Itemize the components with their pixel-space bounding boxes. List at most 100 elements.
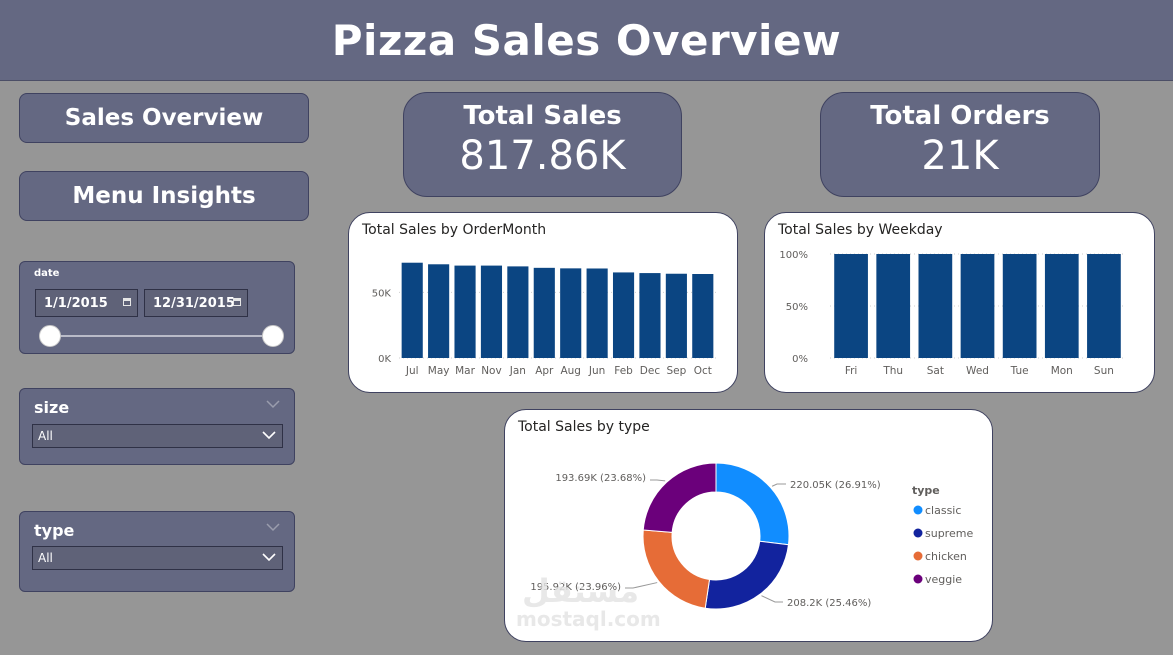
chart-title: Total Sales by Weekday <box>778 222 943 238</box>
legend-marker <box>913 528 923 538</box>
donut-slice-classic <box>715 462 790 546</box>
header-bar: Pizza Sales Overview <box>0 0 1173 81</box>
data-label: 193.69K (23.68%) <box>555 473 646 484</box>
sales-by-weekday-card: Total Sales by Weekday 0% 50% 100% Fri Thu Sa… <box>764 212 1155 393</box>
bar <box>586 268 608 358</box>
x-tick-label: Mon <box>1051 365 1073 377</box>
x-tick-label: Jul <box>405 365 419 377</box>
bar <box>960 254 995 358</box>
sales-by-month-chart: 0K 50K Jul May Mar Nov Jan Apr Aug Jun Feb Dec Sep Oc… <box>372 262 716 377</box>
bar <box>918 254 953 358</box>
size-slicer: size All <box>19 388 295 465</box>
bar <box>454 265 476 358</box>
x-tick-label: Sun <box>1094 365 1114 377</box>
end-date-input[interactable]: 12/31/2015 <box>144 289 248 317</box>
calendar-icon[interactable] <box>233 298 241 306</box>
date-range-track[interactable] <box>50 335 272 337</box>
legend-item: veggie <box>925 573 962 586</box>
size-selected-value: All <box>38 429 53 443</box>
chart-title: Total Sales by type <box>518 419 650 435</box>
bar <box>665 273 687 358</box>
chart-title: Total Sales by OrderMonth <box>362 222 547 238</box>
data-label: 208.2K (25.46%) <box>787 598 871 609</box>
page-title: Pizza Sales Overview <box>331 15 842 65</box>
y-tick-label: 50K <box>372 288 392 299</box>
total-sales-card: Total Sales 817.86K <box>403 92 682 197</box>
type-slicer: type All <box>19 511 295 592</box>
legend-title: type <box>912 484 940 497</box>
total-orders-label: Total Orders <box>870 101 1050 131</box>
data-label: 220.05K (26.91%) <box>790 480 881 491</box>
bar <box>480 265 503 358</box>
bar <box>401 262 423 358</box>
legend-marker <box>913 551 923 561</box>
donut-slice-veggie <box>642 462 717 533</box>
sales-by-type-card: Total Sales by type 220.05K (26.91%) 208.… <box>504 409 993 642</box>
bar <box>834 254 868 358</box>
x-tick-label: Aug <box>560 365 581 377</box>
x-tick-label: Wed <box>966 365 989 377</box>
x-tick-label: Sep <box>666 365 686 377</box>
size-slicer-label: size <box>34 398 70 417</box>
bar <box>692 274 714 358</box>
total-sales-label: Total Sales <box>463 101 622 131</box>
x-tick-label: Thu <box>882 365 903 377</box>
x-tick-label: Dec <box>640 365 661 377</box>
bar <box>612 272 635 358</box>
y-tick-label: 0% <box>792 354 808 365</box>
total-sales-value: 817.86K <box>459 133 626 179</box>
y-tick-label: 50% <box>786 302 808 313</box>
y-tick-label: 100% <box>779 250 808 261</box>
bar <box>533 267 555 358</box>
start-date-value: 1/1/2015 <box>44 295 108 311</box>
legend-marker <box>913 505 923 515</box>
bar <box>1002 254 1037 358</box>
bar <box>428 264 450 358</box>
total-orders-value: 21K <box>921 133 999 179</box>
end-date-value: 12/31/2015 <box>153 295 235 311</box>
legend-item: classic <box>925 504 961 517</box>
y-tick-label: 0K <box>378 354 391 365</box>
bar <box>1044 254 1079 358</box>
data-label: 195.92K (23.96%) <box>530 582 621 593</box>
x-tick-label: Nov <box>481 365 502 377</box>
date-slicer-label: date <box>34 268 60 279</box>
chevron-down-icon[interactable] <box>262 550 276 564</box>
watermark: مستقل mostaql.com <box>516 575 661 631</box>
menu-insights-button[interactable]: Menu Insights <box>19 171 309 221</box>
bar <box>507 266 529 358</box>
sales-by-type-chart: 220.05K (26.91%) 208.2K (25.46%) 195.92K (… <box>530 462 973 610</box>
size-dropdown[interactable]: All <box>32 424 283 448</box>
legend-marker <box>913 574 923 584</box>
leader-line <box>761 595 783 603</box>
date-range-end-handle[interactable] <box>262 325 284 347</box>
leader-line <box>650 479 666 482</box>
x-tick-label: Mar <box>455 365 475 377</box>
watermark-arabic: مستقل <box>522 572 640 610</box>
chevron-down-icon <box>266 400 280 409</box>
x-tick-label: Jan <box>509 365 526 377</box>
x-tick-label: Fri <box>845 365 858 377</box>
date-slicer: date 1/1/2015 12/31/2015 <box>19 261 295 354</box>
start-date-input[interactable]: 1/1/2015 <box>35 289 138 317</box>
sales-by-month-card: Total Sales by OrderMonth 0K 50K Jul May Mar… <box>348 212 738 393</box>
sales-overview-button[interactable]: Sales Overview <box>19 93 309 143</box>
sales-by-weekday-chart: 0% 50% 100% Fri Thu Sat Wed Tue Mon Sun <box>779 250 1125 377</box>
chevron-down-icon[interactable] <box>262 428 276 442</box>
legend-item: chicken <box>925 550 967 563</box>
leader-line <box>625 582 658 589</box>
legend-item: supreme <box>925 527 973 540</box>
x-tick-label: Tue <box>1010 365 1029 377</box>
x-tick-label: Sat <box>927 365 944 377</box>
total-orders-card: Total Orders 21K <box>820 92 1100 197</box>
bar <box>1087 254 1121 358</box>
bar <box>876 254 911 358</box>
donut-slice-supreme <box>704 540 790 610</box>
type-dropdown[interactable]: All <box>32 546 283 570</box>
x-tick-label: Oct <box>694 365 712 377</box>
type-slicer-label: type <box>34 521 75 540</box>
watermark-latin: mostaql.com <box>516 607 661 631</box>
calendar-icon[interactable] <box>123 298 131 306</box>
date-range-start-handle[interactable] <box>39 325 61 347</box>
bar <box>639 273 661 358</box>
